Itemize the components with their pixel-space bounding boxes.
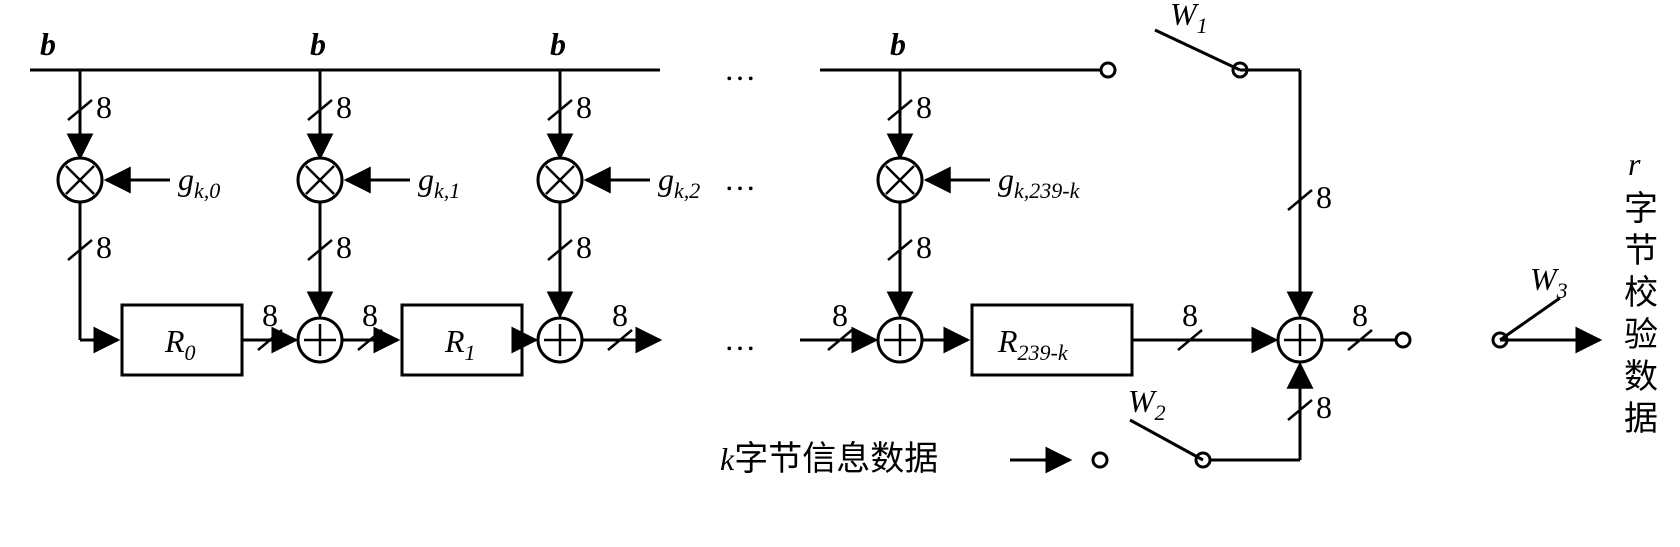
svg-text:数: 数: [1624, 358, 1658, 396]
bus8-c0-mid: 8: [96, 229, 112, 265]
stage-0: 8 gk,0 8 R0 8: [58, 70, 296, 375]
switch-w2: 8 W2: [1010, 364, 1332, 467]
ellipsis-bot: …: [724, 321, 756, 357]
bus8-a1-out: 8: [362, 297, 378, 333]
coeff-g0: gk,0: [178, 161, 220, 203]
label-b2: b: [550, 26, 566, 62]
label-b3: b: [890, 26, 906, 62]
coeff-gn: gk,239-k: [998, 161, 1081, 203]
encoder-diagram: … b b b b 8 gk,0 8 R0 8: [0, 0, 1680, 547]
ellipsis-top: …: [724, 51, 756, 87]
bus8-c2-top: 8: [576, 89, 592, 125]
bus8-r0-out: 8: [262, 297, 278, 333]
input-label: k字节信息数据: [720, 440, 938, 478]
bus8-w2-up: 8: [1316, 389, 1332, 425]
coeff-g2: gk,2: [658, 161, 700, 203]
label-b1: b: [310, 26, 326, 62]
stage-1: 8 gk,1 8 8 R1: [298, 70, 536, 375]
bus8-into-an: 8: [832, 297, 848, 333]
svg-text:字: 字: [1624, 190, 1658, 228]
bus8-rn-out: 8: [1182, 297, 1198, 333]
label-b0: b: [40, 26, 56, 62]
switch-w1: W1 8: [1155, 0, 1332, 316]
svg-text:节: 节: [1624, 233, 1658, 270]
coeff-g1: gk,1: [418, 161, 460, 203]
stage-2: 8 gk,2 8 8: [538, 70, 700, 362]
label-w1: W1: [1170, 0, 1208, 38]
bus8-c2-mid: 8: [576, 229, 592, 265]
node-w1-left: [1101, 63, 1115, 77]
bus8-w1-down: 8: [1316, 179, 1332, 215]
svg-text:据: 据: [1624, 401, 1658, 438]
label-w3: W3: [1530, 261, 1568, 303]
bus8-c1-top: 8: [336, 89, 352, 125]
output-label: r 字 节 校 验 数 据: [1624, 146, 1658, 438]
bus8-final-out: 8: [1352, 297, 1368, 333]
bus8-cn-mid: 8: [916, 229, 932, 265]
switch-w3: W3: [1493, 261, 1600, 347]
bus8-c0-top: 8: [96, 89, 112, 125]
svg-text:验: 验: [1624, 316, 1658, 354]
bus8-cn-top: 8: [916, 89, 932, 125]
svg-text:r: r: [1628, 146, 1641, 182]
label-w2: W2: [1128, 383, 1166, 425]
ellipsis-mid: …: [724, 161, 756, 197]
stage-n: 8 gk,239-k 8 8 R239-k 8: [800, 70, 1276, 375]
node-pre-w3: [1396, 333, 1410, 347]
bus8-a2-out: 8: [612, 297, 628, 333]
bus8-c1-mid: 8: [336, 229, 352, 265]
svg-text:校: 校: [1624, 274, 1658, 312]
